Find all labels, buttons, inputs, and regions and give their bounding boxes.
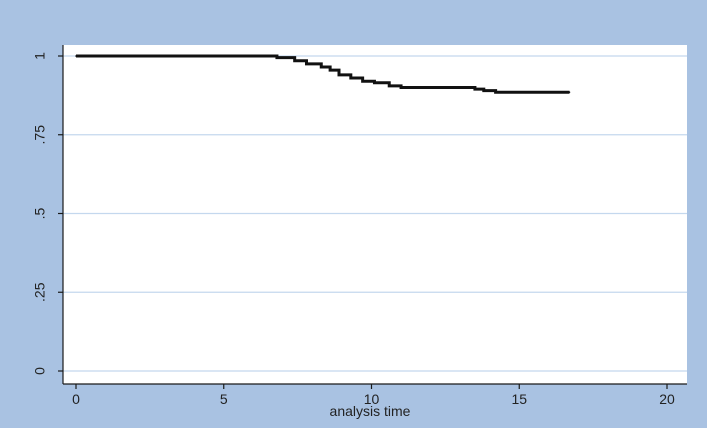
- x-tick-label: 0: [72, 391, 80, 407]
- curve-step-point: [75, 55, 77, 57]
- y-tick-label: .5: [32, 207, 48, 219]
- survival-curve: [76, 54, 570, 94]
- curve-step-point: [329, 69, 331, 71]
- gridlines: [63, 55, 687, 372]
- y-tick-label: .75: [32, 125, 48, 145]
- curve-step-point: [276, 56, 278, 59]
- curve-step-point: [568, 91, 571, 94]
- axes: [58, 45, 687, 389]
- y-tick-label: .25: [32, 282, 48, 302]
- curve-step-point: [474, 88, 476, 90]
- curve-step-point: [388, 85, 391, 87]
- x-tick-label: 15: [511, 391, 527, 407]
- y-tick-label: 1: [32, 52, 48, 60]
- x-tick-label: 20: [659, 391, 675, 407]
- curve-step-point: [305, 63, 308, 65]
- curve-step-point: [494, 91, 497, 94]
- curve-step-point: [373, 81, 376, 84]
- curve-step-point: [361, 80, 364, 82]
- curve-step-point: [320, 66, 323, 68]
- series-layer: [75, 54, 571, 94]
- x-axis-title: analysis time: [330, 403, 411, 419]
- tick-labels: 0 5 10 15 20 0 .25 .5 .75 1: [32, 52, 675, 407]
- x-tick-label: 5: [220, 391, 228, 407]
- plot-area: [63, 45, 687, 384]
- x-tick-label: 10: [364, 391, 380, 407]
- curve-step-point: [293, 59, 296, 62]
- curve-step-point: [338, 74, 340, 76]
- curve-step-point: [350, 77, 352, 79]
- y-tick-label: 0: [32, 367, 48, 375]
- curve-step-point: [482, 89, 485, 92]
- curve-step-point: [400, 86, 402, 89]
